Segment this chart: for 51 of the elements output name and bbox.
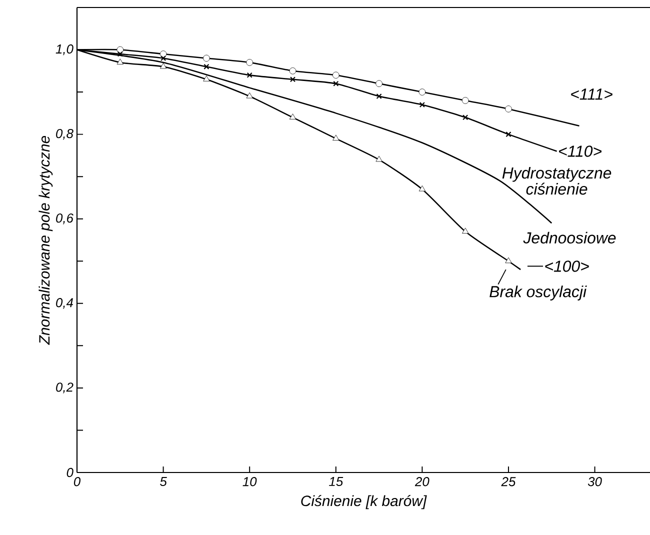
y-tick-label: 0 [66,468,74,478]
annotation: Jednoosiowe [523,232,616,244]
x-tick-label: 15 [329,477,344,486]
point [332,134,340,141]
y-axis-title: Znormalizowane pole krytyczne [38,136,53,345]
point [246,92,253,98]
y-tick-label: 1,0 [56,44,74,56]
point [289,114,296,120]
point [160,62,167,69]
series-label: <110> [559,146,602,157]
x-tick-label: 30 [588,477,602,486]
point [116,46,124,54]
point [418,185,426,192]
series-label: Hydrostatyczne ciśnienie [502,166,612,195]
point [462,114,468,120]
point [333,80,339,86]
point [376,156,382,162]
point [246,59,253,66]
legend-label: <100> [545,260,589,272]
x-tick-label: 10 [242,477,257,486]
x-axis-title: Ciśnienie [k barów] [301,495,427,510]
point [204,64,210,70]
point [505,257,512,264]
point [419,102,425,108]
point [116,58,124,64]
point [203,54,210,62]
point [376,93,382,100]
point [376,80,382,87]
point [462,97,469,104]
point [290,76,296,82]
point [505,106,512,112]
point [506,132,512,138]
series-label: <111> [571,88,612,100]
point [246,72,252,78]
point [289,68,296,74]
annotation: Brak oscylacji [490,286,587,300]
x-tick-label: 25 [501,477,516,486]
point [332,72,340,79]
point [160,55,166,62]
y-tick-label: 0,4 [56,298,73,309]
point [160,50,167,58]
y-tick-label: 0,6 [56,214,74,224]
y-tick-label: 0,2 [56,382,74,394]
point [203,76,210,82]
x-tick-label: 0 [74,477,80,486]
point [462,228,469,234]
y-tick-label: 0,8 [56,128,74,140]
x-tick-label: 5 [160,477,167,486]
point [418,88,426,96]
x-tick-label: 20 [414,477,430,486]
point [117,51,123,57]
